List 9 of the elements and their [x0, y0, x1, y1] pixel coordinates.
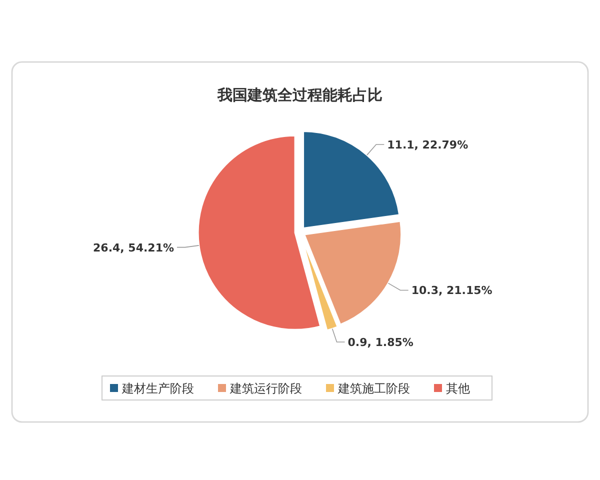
data-label: 26.4, 54.21%	[93, 241, 174, 254]
legend-label: 建筑运行阶段	[229, 382, 302, 396]
data-label: 10.3, 21.15%	[411, 284, 492, 298]
legend-label: 其他	[446, 382, 470, 396]
legend-label: 建筑施工阶段	[337, 382, 410, 396]
chart-title: 我国建筑全过程能耗占比	[216, 86, 382, 104]
data-label: 0.9, 1.85%	[348, 336, 414, 350]
legend-label: 建材生产阶段	[121, 382, 194, 396]
data-label: 11.1, 22.79%	[387, 138, 468, 152]
